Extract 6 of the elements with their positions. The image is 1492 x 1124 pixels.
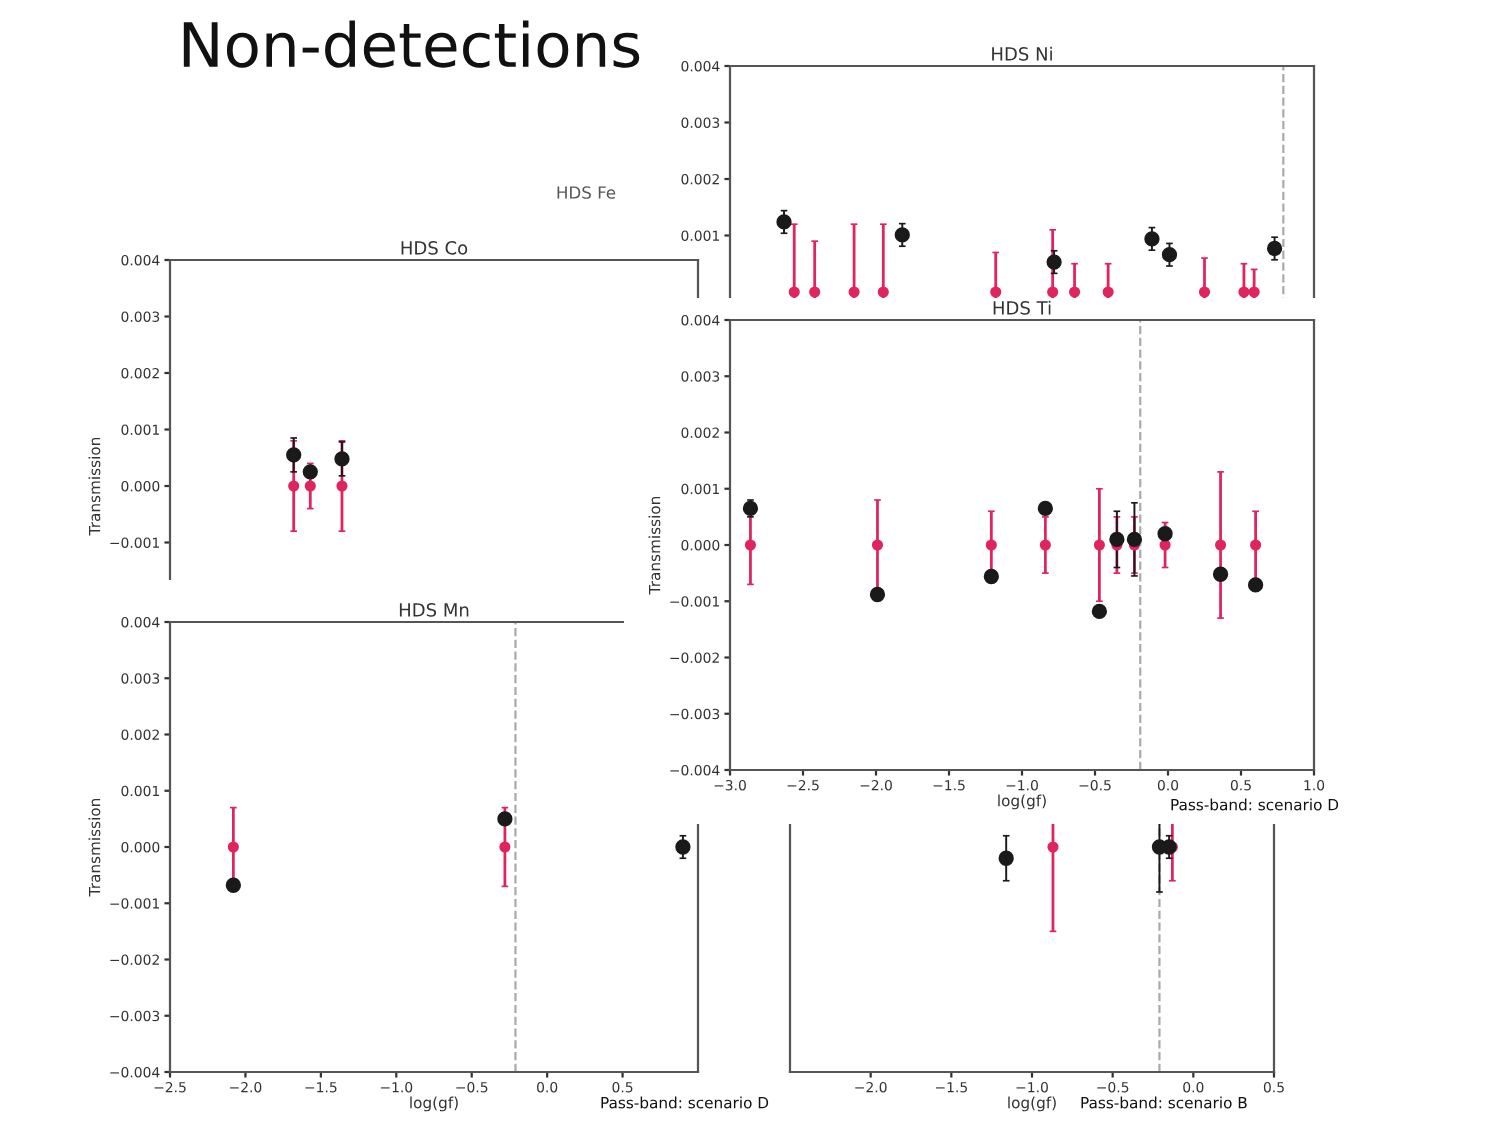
chart-title: HDS Ti: [993, 300, 1051, 315]
chart-title: HDS Mn: [399, 603, 469, 617]
chart-title: HDS Ni: [992, 46, 1052, 61]
chart-title: HDS Co: [401, 241, 468, 255]
text: Non-detections: [183, 20, 640, 68]
text: HDS Fe: [557, 186, 616, 199]
